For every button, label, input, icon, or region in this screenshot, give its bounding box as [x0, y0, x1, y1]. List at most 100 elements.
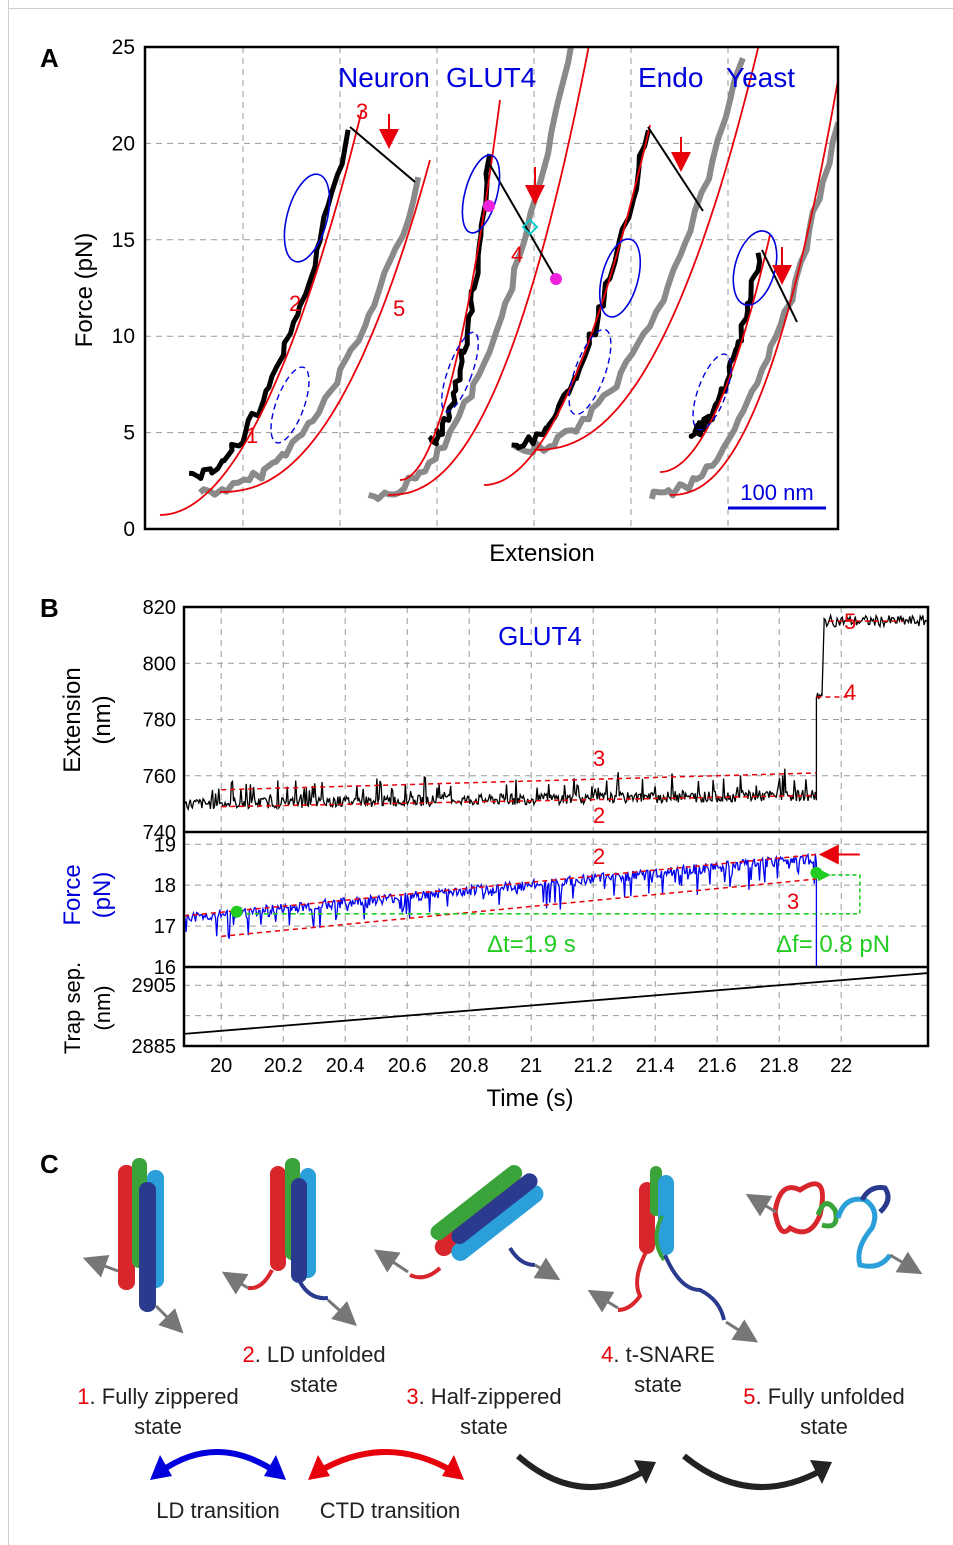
ctd-transition-label: CTD transition	[320, 1498, 461, 1523]
a-red-fit-unfolded-endo	[533, 47, 760, 451]
ld-arrowhead-left	[150, 1455, 172, 1480]
b-bot-ytick-0: 2885	[132, 1036, 177, 1058]
construct-label-endo: Endo	[638, 62, 703, 93]
panel-a-ylabel: Force (pN)	[71, 233, 98, 348]
snare-state-4-illustration	[587, 1166, 759, 1343]
a-state-label-3: 3	[356, 99, 368, 124]
force-line	[184, 852, 818, 967]
transition-3-4-arrow	[516, 1453, 648, 1490]
b-bot-ylabel-1: Trap sep.	[60, 962, 85, 1054]
a-blue-dashed-ellipse-3	[692, 353, 732, 431]
b-xtick-3: 20.6	[388, 1055, 427, 1077]
ctd-arrowhead-left	[308, 1455, 330, 1480]
df-label: Δf= 0.8 pN	[776, 931, 890, 958]
b-bot-ytick-1: 2905	[132, 975, 177, 997]
a-ytick-3: 15	[112, 229, 135, 252]
b-top-ytick-3: 800	[143, 653, 176, 675]
panel-a-xlabel: Extension	[489, 540, 594, 567]
b-mid-ytick-3: 19	[154, 834, 176, 856]
a-state-label-4: 4	[511, 242, 523, 267]
ext-fit-state-2	[221, 794, 817, 808]
a-magenta-dot-2	[550, 273, 562, 285]
force-green-dot-start	[230, 905, 243, 918]
extension-line	[184, 613, 928, 812]
a-blue-dashed-ellipse-2	[568, 328, 612, 416]
snare-state-5-illustration	[745, 1181, 923, 1275]
b-top-ytick-4: 820	[143, 597, 176, 619]
transition-3-4-arrowhead	[634, 1460, 656, 1484]
state-4-text: 4. t-SNARE	[601, 1342, 715, 1367]
ld-transition-arrow	[158, 1449, 278, 1475]
force-fit-state-2	[184, 853, 817, 917]
panel-b-frame	[182, 605, 930, 1048]
panel-a-letter: A	[40, 43, 59, 73]
a-black-trace-neuron	[188, 129, 351, 481]
panel-a-yticks: 0 5 10 15 20 25	[112, 36, 135, 541]
state-3-text-line2: state	[460, 1414, 508, 1439]
b-label-4: 4	[844, 680, 856, 705]
snare-state-3-illustration	[430, 1165, 544, 1261]
panel-b-letter: B	[40, 593, 59, 623]
b-xtick-7: 21.4	[636, 1055, 675, 1077]
a-ytick-1: 5	[123, 422, 135, 445]
state-5-text-line2: state	[800, 1414, 848, 1439]
b-label-2-mid: 2	[593, 844, 605, 869]
a-red-fit-folded-neuron	[159, 109, 363, 516]
a-red-fit-folded-yeast	[659, 234, 771, 473]
dt-label: Δt=1.9 s	[487, 931, 576, 958]
a-rip-glut4	[489, 164, 557, 280]
a-blue-ellipse-0	[283, 173, 331, 263]
a-red-fit-unfolded-neuron	[219, 159, 431, 493]
state-1-text: 1. Fully zippered	[77, 1384, 238, 1409]
state-4-text-line2: state	[634, 1372, 682, 1397]
scale-bar-label: 100 nm	[740, 480, 813, 505]
a-rip-neuron	[349, 126, 416, 183]
panel-b-title: GLUT4	[498, 621, 582, 651]
ld-transition-label: LD transition	[156, 1498, 280, 1523]
a-blue-dashed-ellipse-1	[441, 331, 479, 413]
a-magenta-dot-1	[483, 200, 495, 212]
b-xtick-5: 21	[520, 1055, 542, 1077]
panel-a-traces	[159, 47, 838, 516]
b-top-ylabel-1: Extension	[59, 667, 86, 772]
a-red-fit-folded-endo	[483, 124, 651, 486]
construct-label-yeast: Yeast	[726, 62, 795, 93]
a-blue-dashed-ellipse-0	[270, 366, 310, 444]
b-mid-ytick-0: 16	[154, 957, 176, 979]
snare-state-2-illustration	[221, 1158, 357, 1327]
force-fit-state-3	[221, 878, 817, 938]
force-green-dot-end	[810, 866, 823, 879]
b-top-ytick-1: 760	[143, 766, 176, 788]
b-label-2-top: 2	[593, 803, 605, 828]
a-black-trace-yeast	[688, 252, 763, 439]
panel-c-letter: C	[40, 1149, 59, 1179]
a-black-trace-glut4	[427, 153, 493, 447]
panel-b: B 20 20.2 20.4 20.6 20.8 21 21.2 21.4 21.6 21.8 22…	[40, 593, 930, 1112]
state-2-text: 2. LD unfolded	[242, 1342, 385, 1367]
b-label-3-top: 3	[593, 746, 605, 771]
snare-state-1-illustration	[82, 1158, 184, 1334]
construct-label-neuron: Neuron	[338, 62, 430, 93]
transition-4-5-arrowhead	[810, 1460, 832, 1484]
b-xtick-10: 22	[830, 1055, 852, 1077]
b-top-ylabel-2: (nm)	[89, 695, 116, 744]
ld-arrowhead-right	[264, 1455, 286, 1480]
state-3-arrow-right	[533, 1257, 561, 1281]
b-xtick-9: 21.8	[760, 1055, 799, 1077]
b-mid-ylabel-1: Force	[59, 864, 86, 925]
ctd-arrowhead-right	[442, 1455, 464, 1480]
a-red-fit-folded-glut4	[399, 99, 501, 481]
state-3-red-tail	[409, 1266, 442, 1280]
a-state-label-2: 2	[289, 291, 301, 316]
a-rip-yeast	[761, 249, 798, 323]
a-gray-trace-endo	[513, 57, 746, 456]
a-blue-ellipse-1	[461, 154, 501, 234]
a-gray-trace-neuron	[198, 176, 422, 498]
state-3-text: 3. Half-zippered	[406, 1384, 561, 1409]
b-xtick-8: 21.6	[698, 1055, 737, 1077]
panel-b-grid	[184, 607, 928, 1046]
b-xtick-1: 20.2	[264, 1055, 303, 1077]
panel-a-frame	[143, 45, 840, 531]
transition-4-5-arrow	[682, 1453, 824, 1490]
